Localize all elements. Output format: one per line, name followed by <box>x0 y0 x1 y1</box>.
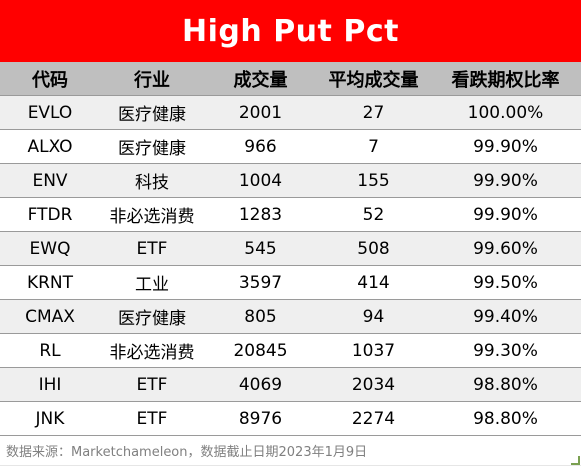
table-header-row: 代码 行业 成交量 平均成交量 看跌期权比率 <box>0 62 581 96</box>
cell-avg-volume[interactable]: 1037 <box>317 333 430 368</box>
resize-handle-icon[interactable] <box>571 456 580 465</box>
cell-volume[interactable]: 1004 <box>204 163 317 198</box>
table-row: FTDR 非必选消费 1283 52 99.90% <box>0 197 581 232</box>
column-header-code[interactable]: 代码 <box>0 62 100 96</box>
cell-put-ratio[interactable]: 99.90% <box>430 163 581 198</box>
cell-sector[interactable]: ETF <box>100 367 204 402</box>
cell-sector[interactable]: ETF <box>100 401 204 436</box>
cell-sector[interactable]: 医疗健康 <box>100 129 204 164</box>
cell-volume[interactable]: 2001 <box>204 95 317 130</box>
table-row: EVLO 医疗健康 2001 27 100.00% <box>0 95 581 130</box>
cell-avg-volume[interactable]: 52 <box>317 197 430 232</box>
column-header-put-ratio[interactable]: 看跌期权比率 <box>430 62 581 96</box>
table-row: KRNT 工业 3597 414 99.50% <box>0 265 581 300</box>
table-title-bar: High Put Pct <box>0 0 581 62</box>
cell-code[interactable]: ENV <box>0 163 100 198</box>
table-row: ENV 科技 1004 155 99.90% <box>0 163 581 198</box>
cell-avg-volume[interactable]: 508 <box>317 231 430 266</box>
column-header-sector[interactable]: 行业 <box>100 62 204 96</box>
cell-code[interactable]: JNK <box>0 401 100 436</box>
cell-put-ratio[interactable]: 99.90% <box>430 129 581 164</box>
cell-put-ratio[interactable]: 99.40% <box>430 299 581 334</box>
cell-code[interactable]: IHI <box>0 367 100 402</box>
cell-put-ratio[interactable]: 98.80% <box>430 367 581 402</box>
cell-sector[interactable]: 非必选消费 <box>100 197 204 232</box>
cell-volume[interactable]: 966 <box>204 129 317 164</box>
cell-volume[interactable]: 20845 <box>204 333 317 368</box>
cell-code[interactable]: KRNT <box>0 265 100 300</box>
cell-code[interactable]: CMAX <box>0 299 100 334</box>
cell-volume[interactable]: 3597 <box>204 265 317 300</box>
cell-sector[interactable]: ETF <box>100 231 204 266</box>
cell-code[interactable]: ALXO <box>0 129 100 164</box>
table-row: RL 非必选消费 20845 1037 99.30% <box>0 333 581 368</box>
sheet-gridline <box>0 465 581 466</box>
column-header-avg-volume[interactable]: 平均成交量 <box>317 62 430 96</box>
cell-sector[interactable]: 医疗健康 <box>100 95 204 130</box>
cell-put-ratio[interactable]: 99.30% <box>430 333 581 368</box>
cell-put-ratio[interactable]: 98.80% <box>430 401 581 436</box>
cell-avg-volume[interactable]: 7 <box>317 129 430 164</box>
column-header-volume[interactable]: 成交量 <box>204 62 317 96</box>
cell-avg-volume[interactable]: 414 <box>317 265 430 300</box>
cell-volume[interactable]: 545 <box>204 231 317 266</box>
table-title: High Put Pct <box>182 13 399 49</box>
cell-volume[interactable]: 4069 <box>204 367 317 402</box>
cell-avg-volume[interactable]: 27 <box>317 95 430 130</box>
cell-volume[interactable]: 1283 <box>204 197 317 232</box>
cell-code[interactable]: EWQ <box>0 231 100 266</box>
cell-put-ratio[interactable]: 99.90% <box>430 197 581 232</box>
cell-sector[interactable]: 工业 <box>100 265 204 300</box>
cell-avg-volume[interactable]: 2034 <box>317 367 430 402</box>
cell-avg-volume[interactable]: 155 <box>317 163 430 198</box>
cell-sector[interactable]: 科技 <box>100 163 204 198</box>
cell-sector[interactable]: 非必选消费 <box>100 333 204 368</box>
cell-volume[interactable]: 8976 <box>204 401 317 436</box>
table-body: EVLO 医疗健康 2001 27 100.00% ALXO 医疗健康 966 7 99.90% E… <box>0 95 581 436</box>
table-row: IHI ETF 4069 2034 98.80% <box>0 367 581 402</box>
cell-avg-volume[interactable]: 94 <box>317 299 430 334</box>
cell-volume[interactable]: 805 <box>204 299 317 334</box>
table-row: CMAX 医疗健康 805 94 99.40% <box>0 299 581 334</box>
cell-put-ratio[interactable]: 99.60% <box>430 231 581 266</box>
cell-code[interactable]: RL <box>0 333 100 368</box>
cell-code[interactable]: EVLO <box>0 95 100 130</box>
cell-avg-volume[interactable]: 2274 <box>317 401 430 436</box>
cell-code[interactable]: FTDR <box>0 197 100 232</box>
cell-put-ratio[interactable]: 99.50% <box>430 265 581 300</box>
data-source-note: 数据来源：Marketchameleon，数据截止日期2023年1月9日 <box>6 445 368 460</box>
table-row: ALXO 医疗健康 966 7 99.90% <box>0 129 581 164</box>
put-ratio-table: 代码 行业 成交量 平均成交量 看跌期权比率 EVLO 医疗健康 2001 27 100… <box>0 62 581 436</box>
table-row: JNK ETF 8976 2274 98.80% <box>0 401 581 436</box>
cell-sector[interactable]: 医疗健康 <box>100 299 204 334</box>
cell-put-ratio[interactable]: 100.00% <box>430 95 581 130</box>
table-row: EWQ ETF 545 508 99.60% <box>0 231 581 266</box>
